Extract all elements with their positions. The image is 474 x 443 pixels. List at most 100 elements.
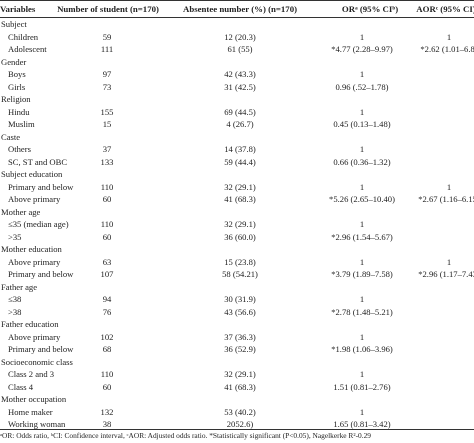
cell-value: 1 (359, 144, 365, 154)
group-label: Father education (1, 319, 59, 329)
row-label: >38 (8, 306, 22, 317)
cell-value: 60 (102, 231, 112, 242)
cell-value: 32 (29.1) (224, 181, 256, 192)
cell-value: 110 (100, 181, 114, 192)
cell-value: 31 (42.5) (224, 81, 256, 92)
cell-value: 1 (359, 181, 365, 192)
cell-value: 1 (446, 31, 452, 42)
cell-value: 59 (102, 31, 112, 42)
cell-value: 1 (446, 181, 452, 192)
footnote: ᵃOR: Odds ratio, ᵇCI: Confidence interva… (0, 431, 371, 440)
cell-value: 102 (100, 331, 114, 342)
cell-value: 1 (359, 69, 365, 79)
row-label: ≤38 (8, 294, 22, 304)
row-label: Hindu (8, 106, 30, 117)
cell-value: 68 (102, 344, 112, 354)
cell-value: 1 (359, 369, 365, 379)
cell-value: 111 (100, 44, 114, 54)
cell-value: *5.26 (2.65–10.40) (329, 194, 395, 204)
row-label: Girls (8, 81, 26, 92)
cell-value: *2.96 (1.54–5.67) (331, 231, 393, 242)
cell-value: 1 (359, 331, 365, 342)
cell-value: *4.77 (2.28–9.97) (331, 44, 393, 54)
row-label: Class 4 (8, 381, 34, 392)
cell-value: 97 (102, 69, 112, 79)
cell-value: 43 (56.6) (224, 306, 256, 317)
group-label: Socioeconomic class (1, 356, 73, 367)
row-label: >35 (8, 231, 22, 242)
cell-value: *2.96 (1.17–7.43) (418, 269, 474, 279)
top-rule (0, 0, 474, 1)
cell-value: 41 (68.3) (224, 381, 256, 392)
cell-value: *2.62 (1.01–6.8) (420, 44, 474, 54)
cell-value: 0.45 (0.13–1.48) (333, 119, 391, 129)
cell-value: 38 (102, 419, 112, 429)
group-label: Mother education (1, 244, 62, 254)
cell-value: 58 (54.21) (222, 269, 258, 279)
row-label: Above primary (8, 256, 61, 267)
row-label: Primary and below (8, 344, 74, 354)
cell-value: 4 (26.7) (226, 119, 254, 129)
cell-value: 15 (23.8) (224, 256, 256, 267)
cell-value: 133 (100, 156, 114, 167)
cell-value: 32 (29.1) (224, 369, 256, 379)
column-header: Variables (0, 4, 36, 14)
cell-value: 15 (102, 119, 112, 129)
cell-value: 94 (102, 294, 112, 304)
row-label: Boys (8, 69, 26, 79)
cell-value: 30 (31.9) (224, 294, 256, 304)
cell-value: 132 (100, 406, 114, 417)
group-label: Mother occupation (1, 394, 67, 404)
row-label: Primary and below (8, 269, 74, 279)
cell-value: 14 (37.8) (224, 144, 256, 154)
cell-value: *1.98 (1.06–3.96) (331, 344, 393, 354)
column-header: Number of student (n=170) (57, 4, 159, 14)
row-label: Muslim (8, 119, 35, 129)
cell-value: 36 (60.0) (224, 231, 256, 242)
cell-value: 41 (68.3) (224, 194, 256, 204)
cell-value: 110 (100, 369, 114, 379)
group-label: Subject (1, 19, 27, 29)
row-label: Primary and below (8, 181, 74, 192)
bottom-rule (0, 429, 474, 430)
cell-value: 32 (29.1) (224, 219, 256, 229)
cell-value: 1.65 (0.81–3.42) (333, 419, 391, 429)
cell-value: 1.51 (0.81–2.76) (333, 381, 391, 392)
cell-value: 12 (20.3) (224, 31, 256, 42)
cell-value: 59 (44.4) (224, 156, 256, 167)
cell-value: 1 (359, 406, 365, 417)
cell-value: *3.79 (1.89–7.58) (331, 269, 393, 279)
cell-value: 61 (55) (227, 44, 253, 54)
row-label: Children (8, 31, 39, 42)
group-label: Mother age (1, 206, 41, 217)
cell-value: 69 (44.5) (224, 106, 256, 117)
cell-value: 42 (43.3) (224, 69, 256, 79)
cell-value: 0.66 (0.36–1.32) (333, 156, 391, 167)
cell-value: 1 (359, 256, 365, 267)
row-label: Above primary (8, 331, 61, 342)
row-label: Adolescent (8, 44, 47, 54)
cell-value: 155 (100, 106, 114, 117)
row-label: Working woman (8, 419, 66, 429)
cell-value: 1 (359, 219, 365, 229)
row-label: SC, ST and OBC (8, 156, 68, 167)
cell-value: 53 (40.2) (224, 406, 256, 417)
row-label: Class 2 and 3 (8, 369, 55, 379)
group-label: Religion (1, 94, 31, 104)
cell-value: 37 (102, 144, 112, 154)
cell-value: 76 (102, 306, 112, 317)
group-label: Subject education (1, 169, 63, 179)
row-label: Above primary (8, 194, 61, 204)
cell-value: 37 (36.3) (224, 331, 256, 342)
row-label: ≤35 (median age) (8, 219, 69, 229)
cell-value: *2.67 (1.16–6.15) (418, 194, 474, 204)
cell-value: 1 (446, 256, 452, 267)
cell-value: 1 (359, 31, 365, 42)
cell-value: 60 (102, 194, 112, 204)
group-label: Caste (1, 131, 21, 142)
cell-value: 107 (100, 269, 114, 279)
cell-value: 1 (359, 294, 365, 304)
cell-value: 73 (102, 81, 112, 92)
cell-value: 1 (359, 106, 365, 117)
